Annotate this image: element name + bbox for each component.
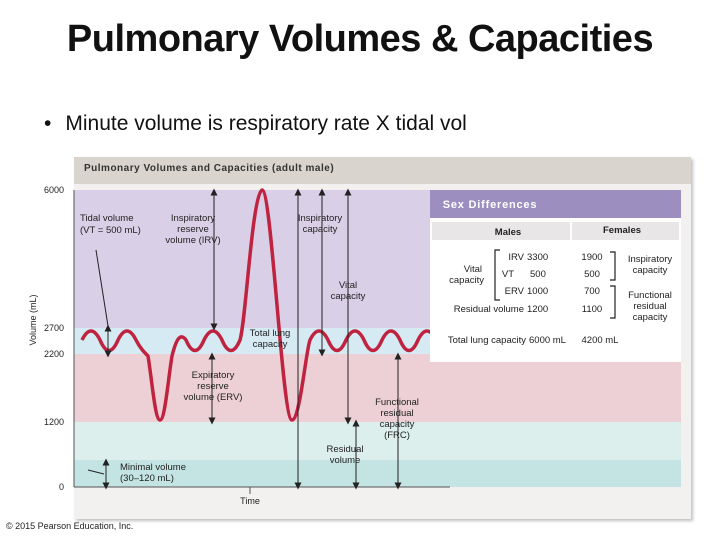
female-ic-label-2: capacity <box>633 265 668 276</box>
vital-capacity-label-1: Vital <box>339 280 357 291</box>
erv-label-1: Expiratory <box>192 370 235 381</box>
vt-row-label: VT <box>502 269 514 280</box>
males-header: Males <box>495 227 521 238</box>
rv-female-value: 1100 <box>582 304 602 315</box>
erv-row-label: ERV <box>505 286 525 297</box>
female-frc-label-3: capacity <box>633 312 668 323</box>
sex-differences-title: Sex Differences <box>443 199 538 211</box>
frc-label-1: Functional <box>375 397 419 408</box>
females-column-header <box>572 222 679 240</box>
female-ic-label-1: Inspiratory <box>628 254 673 265</box>
tlc-label-2: capacity <box>253 339 288 350</box>
y-tick-6000: 6000 <box>44 185 64 195</box>
x-axis-label: Time <box>240 496 260 506</box>
residual-volume-label-1: Residual <box>327 444 364 455</box>
inspiratory-capacity-label-1: Inspiratory <box>298 213 343 224</box>
slide-title: Pulmonary Volumes & Capacities <box>66 18 654 60</box>
female-frc-label-2: residual <box>633 301 666 312</box>
rv-male-value: 1200 <box>527 304 548 315</box>
vt-male-value: 500 <box>530 269 546 280</box>
tlc-female-value: 4200 mL <box>582 335 619 346</box>
vt-female-value: 500 <box>584 269 600 280</box>
y-tick-0: 0 <box>59 482 64 492</box>
erv-label-3: volume (ERV) <box>184 392 243 403</box>
residual-volume-label-2: volume <box>330 455 361 466</box>
irv-male-value: 3300 <box>527 252 548 263</box>
residual-upper-band <box>74 422 681 460</box>
female-frc-label-1: Functional <box>628 290 672 301</box>
frc-label-4: (FRC) <box>384 430 410 441</box>
sex-vital-capacity-1: Vital <box>464 264 482 275</box>
bullet-dot-icon: • <box>44 112 52 135</box>
irv-female-value: 1900 <box>581 252 602 263</box>
irv-row-label: IRV <box>508 252 524 263</box>
sex-differences-panel <box>430 190 681 362</box>
irv-label-2: reserve <box>177 224 209 235</box>
irv-label-3: volume (IRV) <box>165 235 220 246</box>
figure-title: Pulmonary Volumes and Capacities (adult … <box>84 163 335 174</box>
bullet-item: • Minute volume is respiratory rate X tid… <box>44 112 467 136</box>
rv-row-label: Residual volume <box>454 304 524 315</box>
y-axis-label: Volume (mL) <box>28 294 38 345</box>
irv-label-1: Inspiratory <box>171 213 216 224</box>
female-ic-bracket <box>610 251 616 281</box>
sex-differences-header <box>430 190 681 218</box>
erv-label-2: reserve <box>197 381 229 392</box>
minimal-volume-leader <box>87 469 105 475</box>
female-frc-bracket <box>610 285 616 319</box>
tlc-male-value: 6000 mL <box>529 335 566 346</box>
figure-header: Pulmonary Volumes and Capacities (adult … <box>74 157 691 184</box>
vital-capacity-label-2: capacity <box>331 291 366 302</box>
frc-label-2: residual <box>380 408 413 419</box>
inspiratory-capacity-label-2: capacity <box>303 224 338 235</box>
y-tick-2700: 2700 <box>44 323 64 333</box>
spirogram-trace <box>80 188 438 422</box>
sex-vital-capacity-2: capacity <box>449 275 484 286</box>
bullet-text: Minute volume is respiratory rate X tida… <box>65 112 467 135</box>
tlc-label-1: Total lung <box>250 328 291 339</box>
tidal-leader <box>95 249 109 327</box>
tidal-volume-label: Tidal volume <box>80 213 134 224</box>
males-column-header <box>432 222 570 240</box>
erv-female-value: 700 <box>584 286 600 297</box>
frc-label-3: capacity <box>380 419 415 430</box>
minimal-volume-label-1: Minimal volume <box>120 462 186 473</box>
erv-band <box>74 354 681 422</box>
tidal-volume-value: (VT = 500 mL) <box>80 225 141 236</box>
y-tick-1200: 1200 <box>44 417 64 427</box>
erv-male-value: 1000 <box>527 286 548 297</box>
females-header: Females <box>603 225 641 236</box>
tlc-row-label: Total lung capacity <box>448 335 526 346</box>
residual-lower-band <box>74 460 681 487</box>
copyright-notice: © 2015 Pearson Education, Inc. <box>6 521 134 531</box>
y-tick-2200: 2200 <box>44 349 64 359</box>
minimal-volume-label-2: (30–120 mL) <box>120 473 174 484</box>
vital-capacity-bracket <box>494 249 500 301</box>
